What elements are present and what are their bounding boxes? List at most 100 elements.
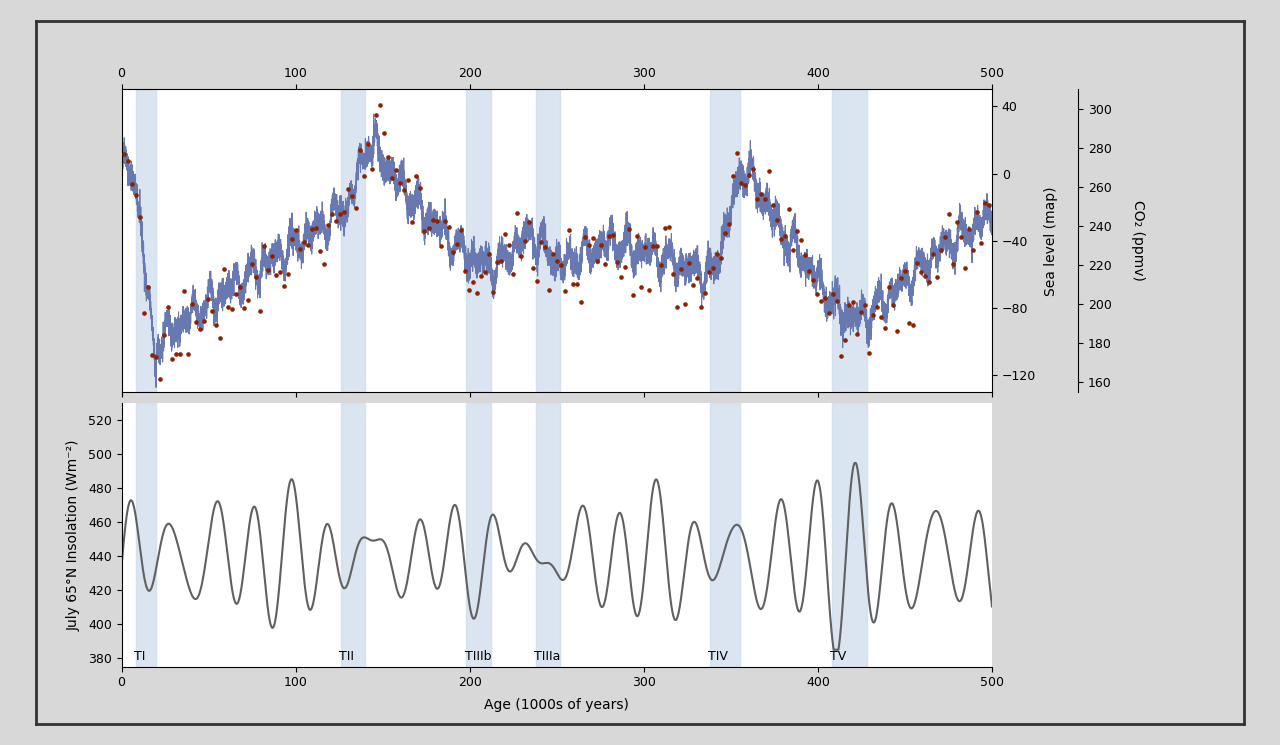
Point [330, 208, 351, 220]
Point [511, 250, 531, 262]
Text: TI: TI [134, 650, 145, 663]
Point [355, 170, 375, 182]
Point [851, 305, 872, 317]
Point [479, 248, 499, 260]
Point [746, 193, 767, 205]
Point [955, 262, 975, 274]
Point [887, 325, 908, 337]
Point [626, 229, 646, 241]
Point [163, 353, 183, 365]
Point [883, 299, 904, 311]
Point [579, 239, 599, 251]
Point [274, 280, 294, 292]
Point [154, 329, 174, 340]
Point [739, 169, 759, 181]
Point [122, 178, 142, 190]
Point [791, 234, 812, 246]
Point [470, 270, 490, 282]
Point [362, 162, 383, 174]
Point [567, 278, 588, 290]
Point [218, 301, 238, 313]
Point [302, 224, 323, 235]
Point [782, 244, 803, 256]
Point [262, 250, 283, 262]
Text: TIIIb: TIIIb [465, 650, 492, 663]
Point [654, 222, 675, 234]
Point [611, 271, 631, 283]
Text: TIV: TIV [708, 650, 728, 663]
Point [727, 147, 748, 159]
Point [334, 206, 355, 218]
Point [927, 270, 947, 282]
Point [146, 352, 166, 364]
Point [959, 223, 979, 235]
Point [291, 244, 311, 256]
Point [919, 276, 940, 288]
Point [238, 294, 259, 306]
Point [614, 261, 635, 273]
Point [282, 233, 302, 245]
Point [767, 215, 787, 226]
Point [686, 272, 707, 284]
Point [891, 272, 911, 284]
Point [411, 183, 431, 194]
Y-axis label: CO₂ (ppmv): CO₂ (ppmv) [1132, 200, 1146, 281]
Point [771, 233, 791, 245]
Point [966, 206, 987, 218]
Point [846, 329, 867, 340]
Point [530, 235, 550, 247]
Point [294, 236, 315, 248]
Bar [710, 404, 740, 667]
Bar [136, 404, 156, 667]
Point [590, 238, 611, 250]
Point [795, 250, 815, 261]
Text: TII: TII [339, 650, 355, 663]
Bar [136, 89, 156, 392]
Point [870, 311, 891, 323]
Point [622, 289, 643, 301]
Point [114, 148, 134, 160]
Point [430, 240, 451, 252]
Point [582, 232, 603, 244]
Point [787, 225, 808, 237]
Point [255, 240, 275, 252]
Point [438, 221, 458, 232]
Point [631, 281, 652, 293]
Y-axis label: July 65°N Insolation (Wm⁻²): July 65°N Insolation (Wm⁻²) [67, 440, 81, 631]
Point [710, 253, 731, 264]
Point [426, 215, 447, 226]
Point [259, 264, 279, 276]
Point [575, 231, 595, 243]
Point [975, 197, 996, 209]
Point [475, 266, 495, 278]
Point [943, 258, 964, 270]
Point [639, 285, 659, 297]
Point [178, 348, 198, 360]
Point [586, 255, 607, 267]
Point [486, 256, 507, 267]
Point [831, 349, 851, 361]
Point [234, 302, 255, 314]
Point [763, 200, 783, 212]
Point [138, 281, 159, 293]
Point [671, 263, 691, 275]
Point [675, 298, 695, 310]
Point [750, 188, 771, 200]
Point [494, 228, 515, 240]
Point [594, 258, 614, 270]
Point [810, 295, 831, 307]
Point [462, 276, 483, 288]
Point [938, 208, 959, 220]
Point [838, 299, 859, 311]
Point [206, 320, 227, 332]
Point [899, 317, 919, 329]
Point [310, 245, 330, 257]
Point [419, 222, 439, 234]
Point [855, 299, 876, 311]
Point [599, 229, 620, 241]
Bar [466, 404, 490, 667]
Point [874, 322, 895, 334]
Point [522, 261, 543, 273]
Point [902, 319, 923, 331]
Bar [340, 89, 365, 392]
